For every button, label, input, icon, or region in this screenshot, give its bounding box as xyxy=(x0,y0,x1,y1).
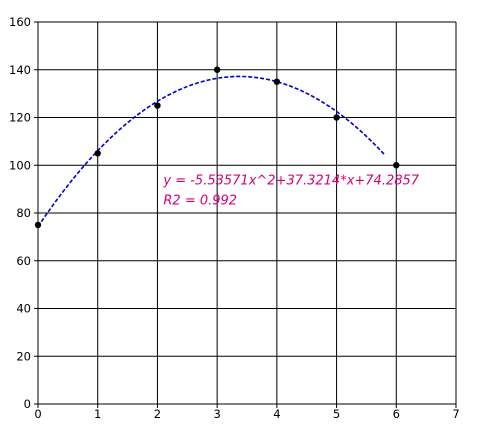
x-tick-label: 4 xyxy=(273,407,280,421)
r-squared-annotation: R2 = 0.992 xyxy=(163,194,237,209)
annotations: y = -5.53571x^2+37.3214*x+74.2857 R2 = 0… xyxy=(162,173,419,208)
y-tick-label: 40 xyxy=(16,302,31,316)
grid xyxy=(38,21,457,404)
data-point xyxy=(273,78,281,85)
x-tick-label: 0 xyxy=(34,407,41,421)
y-tick-label: 60 xyxy=(16,254,31,268)
y-tick-label: 140 xyxy=(9,63,31,77)
tick-labels: 0 1 2 3 4 5 6 7 0 20 40 60 80 100 120 140 160 xyxy=(9,15,460,421)
y-tick-label: 120 xyxy=(9,111,31,125)
data-point xyxy=(393,162,400,169)
data-point xyxy=(154,102,161,109)
x-tick-label: 2 xyxy=(154,407,161,421)
data-point xyxy=(34,221,42,229)
data-points xyxy=(34,66,400,229)
y-tick-label: 80 xyxy=(16,206,31,220)
data-point xyxy=(213,66,221,73)
x-tick-label: 1 xyxy=(94,407,101,421)
x-tick-label: 6 xyxy=(393,407,400,421)
y-tick-label: 100 xyxy=(9,158,31,172)
x-tick-label: 7 xyxy=(452,407,459,421)
y-tick-label: 0 xyxy=(24,397,31,411)
x-tick-label: 3 xyxy=(213,407,220,421)
x-tick-label: 5 xyxy=(333,407,340,421)
y-tick-label: 160 xyxy=(9,15,31,29)
data-point xyxy=(94,150,101,157)
equation-annotation: y = -5.53571x^2+37.3214*x+74.2857 xyxy=(162,173,419,188)
y-tick-label: 20 xyxy=(16,349,31,363)
data-point xyxy=(333,114,340,121)
axes xyxy=(34,21,457,408)
